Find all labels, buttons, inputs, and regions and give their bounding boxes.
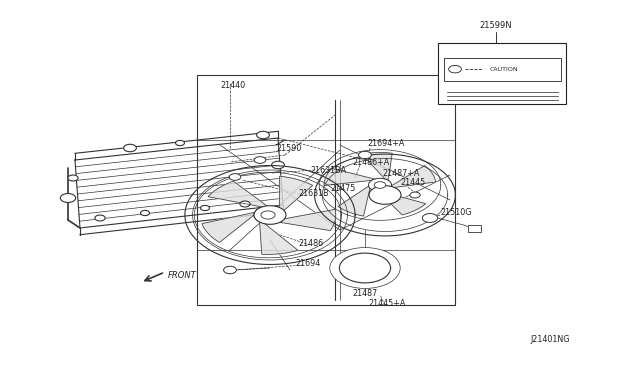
Circle shape: [261, 211, 275, 219]
Polygon shape: [338, 186, 370, 216]
Text: 21445+A: 21445+A: [368, 298, 405, 308]
Circle shape: [410, 192, 420, 198]
Polygon shape: [208, 181, 268, 207]
Circle shape: [254, 157, 266, 163]
Circle shape: [254, 206, 286, 224]
Text: 21445: 21445: [400, 177, 425, 186]
Circle shape: [175, 140, 184, 145]
Text: CAUTION: CAUTION: [490, 67, 518, 72]
Text: 21486: 21486: [298, 238, 323, 247]
Polygon shape: [390, 166, 436, 188]
Circle shape: [422, 214, 438, 222]
Circle shape: [358, 151, 371, 159]
Text: J21401NG: J21401NG: [530, 336, 570, 344]
Circle shape: [124, 144, 136, 152]
Bar: [468, 225, 481, 232]
Circle shape: [374, 182, 386, 188]
Circle shape: [339, 253, 390, 283]
Text: FRONT: FRONT: [168, 271, 197, 280]
Circle shape: [200, 205, 209, 211]
Polygon shape: [280, 176, 313, 212]
Circle shape: [95, 215, 105, 221]
Polygon shape: [197, 75, 455, 305]
Circle shape: [68, 175, 78, 181]
Polygon shape: [324, 169, 374, 186]
Polygon shape: [362, 153, 392, 180]
Text: 21590: 21590: [276, 144, 301, 153]
Circle shape: [257, 131, 269, 139]
Circle shape: [229, 174, 241, 180]
Text: 21631BA: 21631BA: [310, 166, 346, 174]
Text: 21487+A: 21487+A: [382, 169, 419, 177]
Circle shape: [60, 193, 76, 202]
Circle shape: [369, 186, 401, 204]
Text: 21631B: 21631B: [298, 189, 328, 198]
Text: 21487: 21487: [352, 289, 377, 298]
Text: 21510G: 21510G: [440, 208, 472, 217]
Circle shape: [240, 201, 250, 207]
Circle shape: [141, 211, 150, 216]
Circle shape: [223, 266, 236, 274]
Polygon shape: [75, 138, 283, 228]
Bar: [197, 75, 455, 305]
Text: 21440: 21440: [220, 80, 245, 90]
Polygon shape: [276, 209, 336, 231]
Text: 21694+A: 21694+A: [367, 138, 404, 148]
Bar: [444, 58, 561, 81]
Circle shape: [330, 247, 400, 288]
Text: 21694: 21694: [295, 259, 320, 267]
Text: 21486+A: 21486+A: [352, 157, 389, 167]
Polygon shape: [260, 222, 298, 254]
Polygon shape: [378, 192, 426, 215]
Text: 21599N: 21599N: [480, 21, 512, 30]
Circle shape: [271, 161, 284, 169]
Circle shape: [254, 207, 282, 223]
Circle shape: [449, 65, 461, 73]
Polygon shape: [202, 212, 255, 243]
Bar: [438, 43, 566, 104]
Circle shape: [369, 178, 392, 192]
Text: 21475: 21475: [330, 183, 355, 192]
